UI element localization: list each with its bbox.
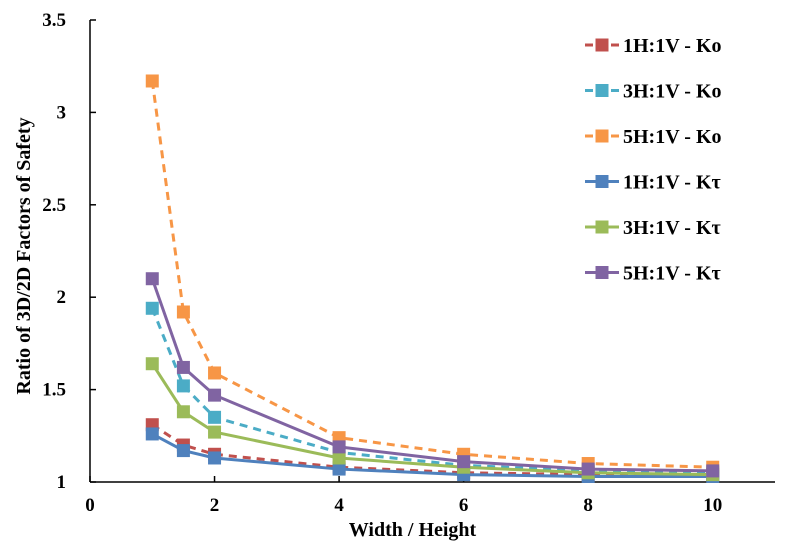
data-point <box>208 410 222 424</box>
plot-area <box>145 74 720 483</box>
data-point <box>457 455 471 469</box>
data-point <box>145 301 159 315</box>
x-tick-label: 2 <box>210 495 220 516</box>
y-tick-label: 2.5 <box>42 195 66 216</box>
data-point <box>176 379 190 393</box>
series-line <box>150 307 713 475</box>
legend-label: 1H:1V - Kτ <box>623 172 721 194</box>
legend-marker <box>595 129 609 143</box>
y-tick-label: 2 <box>57 287 67 308</box>
legend-item: 5H:1V - Kτ <box>585 263 721 285</box>
legend-item: 3H:1V - Kτ <box>585 217 721 239</box>
x-tick-label: 10 <box>703 495 722 516</box>
y-tick-label: 1.5 <box>42 380 66 401</box>
legend-label: 3H:1V - Ko <box>623 81 722 103</box>
data-point <box>706 464 720 478</box>
data-point <box>176 405 190 419</box>
y-tick-label: 3 <box>57 102 67 123</box>
data-point <box>145 74 159 88</box>
x-axis-title: Width / Height <box>349 519 477 541</box>
legend-label: 3H:1V - Kτ <box>623 217 721 239</box>
data-point <box>208 425 222 439</box>
legend-marker <box>595 84 609 97</box>
data-point <box>581 462 595 476</box>
series-line <box>150 278 713 473</box>
data-point <box>176 360 190 374</box>
legend-label: 1H:1V - Ko <box>623 35 722 57</box>
legend-label: 5H:1V - Kτ <box>623 263 721 285</box>
series-6 <box>145 272 720 478</box>
legend-marker <box>595 38 609 52</box>
data-point <box>332 440 346 454</box>
x-tick-label: 4 <box>334 495 344 516</box>
y-tick-label: 3.5 <box>42 10 66 31</box>
legend-marker <box>595 175 609 188</box>
series-2 <box>145 301 720 480</box>
legend-marker <box>595 266 609 279</box>
data-point <box>208 451 222 465</box>
data-point <box>332 451 346 465</box>
legend-item: 1H:1V - Kτ <box>585 172 721 194</box>
data-point <box>332 462 346 476</box>
data-point <box>176 444 190 458</box>
x-tick-label: 0 <box>85 495 95 516</box>
legend-item: 5H:1V - Ko <box>585 126 722 148</box>
legend-marker <box>595 220 609 234</box>
x-tick-label: 8 <box>583 495 593 516</box>
data-point <box>145 427 159 441</box>
y-axis-title: Ratio of 3D/2D Factors of Safety <box>13 117 35 394</box>
legend-label: 5H:1V - Ko <box>623 126 722 148</box>
data-point <box>145 272 159 286</box>
legend-item: 3H:1V - Ko <box>585 81 722 103</box>
data-point <box>208 366 222 380</box>
x-tick-label: 6 <box>459 495 469 516</box>
data-point <box>176 305 190 319</box>
legend: 1H:1V - Ko 3H:1V - Ko 5H:1V - Ko 1H:1V - Kτ… <box>585 35 722 285</box>
data-point <box>145 357 159 371</box>
axes: 1 1.5 2 2.5 3 3.5 0 2 4 6 8 10 <box>42 10 775 516</box>
legend-item: 1H:1V - Ko <box>585 35 722 57</box>
data-point <box>208 388 222 402</box>
y-tick-label: 1 <box>57 472 67 493</box>
